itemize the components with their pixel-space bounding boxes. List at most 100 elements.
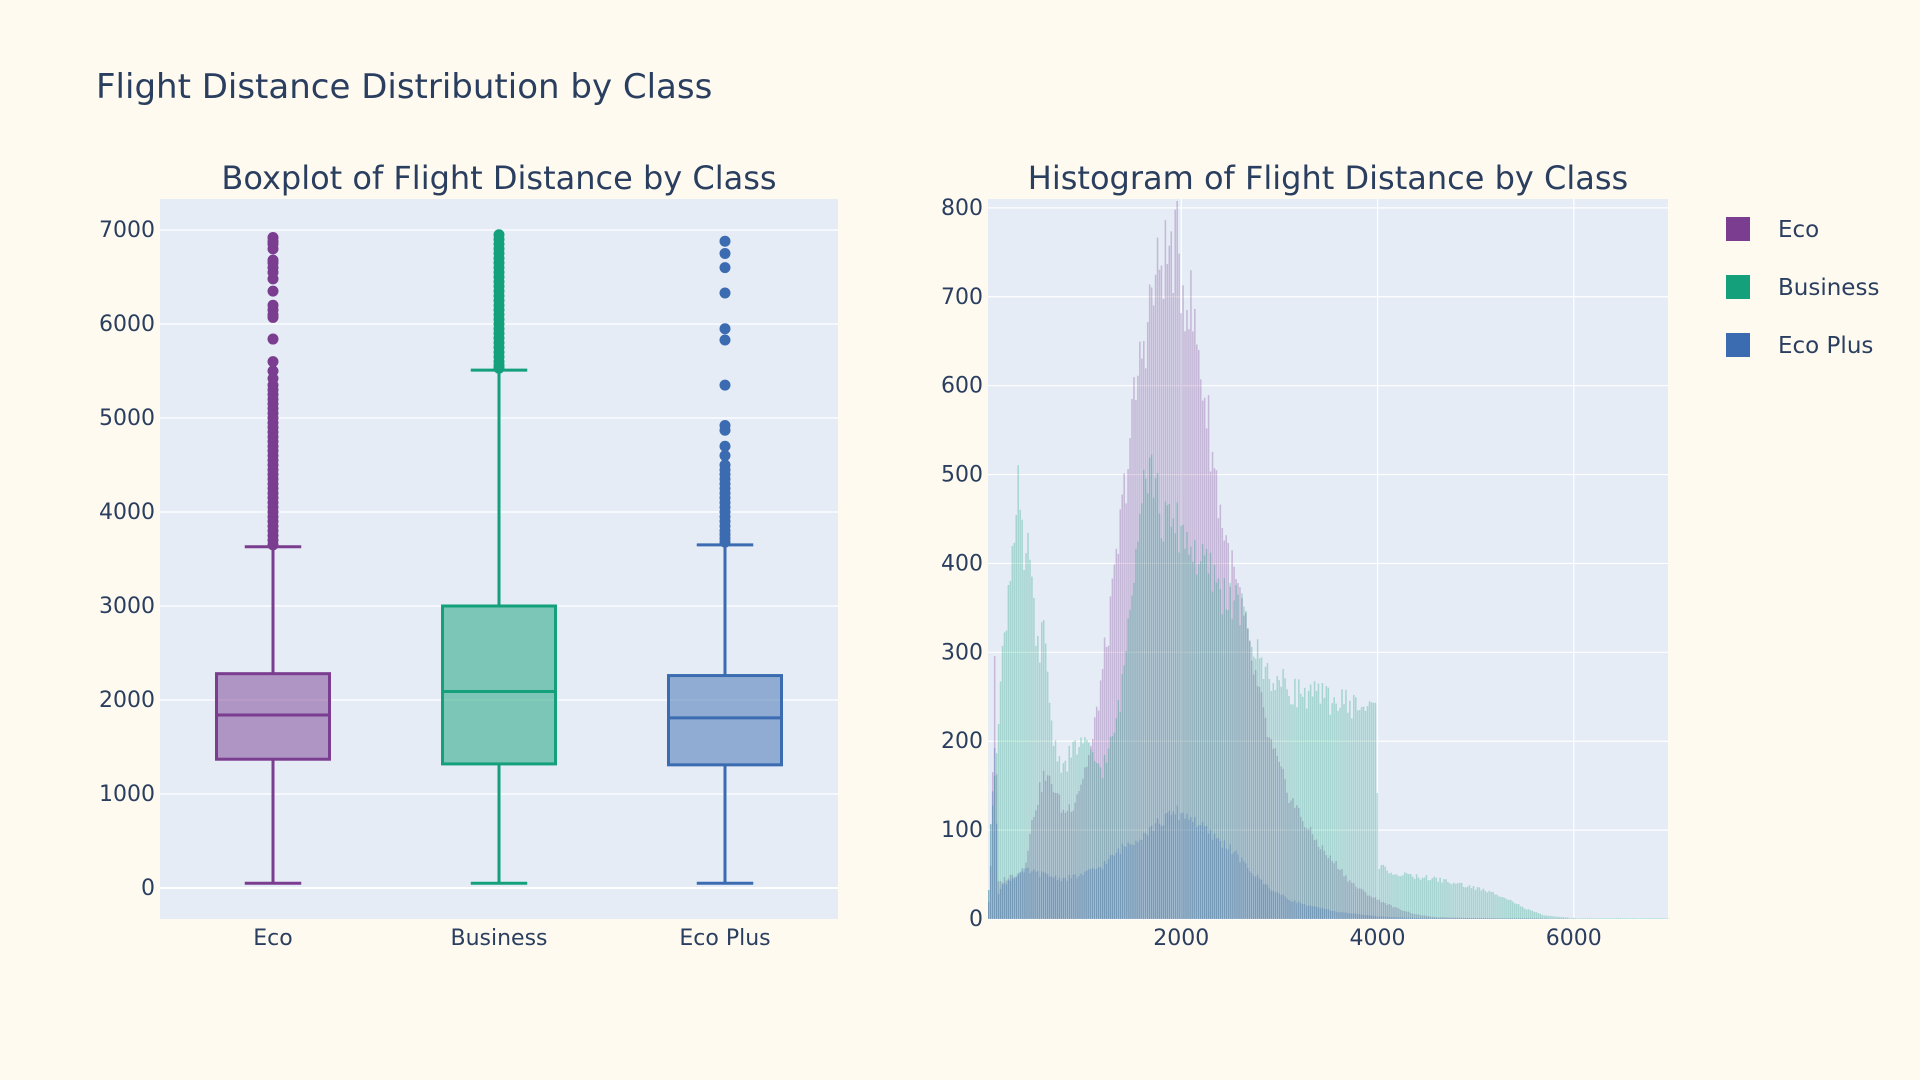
histogram-bar bbox=[1411, 913, 1414, 919]
histogram-bar bbox=[1519, 918, 1522, 919]
histogram-bar bbox=[1584, 918, 1587, 919]
histogram-bar bbox=[1513, 918, 1516, 919]
histogram-bar bbox=[1315, 839, 1318, 919]
histogram-bar bbox=[1158, 823, 1161, 919]
histogram-bar bbox=[1060, 812, 1063, 919]
histogram-bar bbox=[1056, 761, 1059, 919]
histogram-bar bbox=[1178, 819, 1180, 919]
histogram-bar bbox=[1478, 918, 1481, 919]
histogram-bar bbox=[1300, 903, 1302, 919]
histogram-bar bbox=[1278, 893, 1280, 919]
histogram-bar bbox=[1539, 913, 1541, 919]
histogram-bar bbox=[1023, 868, 1025, 919]
histogram-bar bbox=[1372, 702, 1375, 919]
histogram-bar bbox=[1572, 918, 1575, 919]
histogram-bar bbox=[1215, 582, 1218, 919]
histogram-bar bbox=[1360, 707, 1363, 919]
histogram-bar bbox=[1521, 918, 1524, 919]
histogram-bar bbox=[1250, 873, 1253, 919]
histogram-bar bbox=[1321, 845, 1324, 919]
histogram-bar bbox=[1160, 265, 1163, 919]
histogram-bar bbox=[1229, 844, 1231, 919]
histogram-bar bbox=[1460, 917, 1463, 919]
histogram-bar bbox=[1659, 918, 1661, 919]
histogram-bar bbox=[1437, 881, 1439, 919]
histogram-bar bbox=[1453, 917, 1455, 919]
histogram-bar bbox=[1264, 717, 1267, 919]
histogram-bar bbox=[1496, 918, 1498, 919]
histogram-bar bbox=[1235, 850, 1237, 919]
legend[interactable]: Eco Business Eco Plus bbox=[1726, 217, 1879, 359]
histogram-bar bbox=[1019, 871, 1021, 919]
histogram-bar bbox=[1233, 851, 1235, 919]
histogram-bar bbox=[1123, 846, 1125, 919]
histogram-bar bbox=[1423, 877, 1426, 919]
outlier-point bbox=[493, 229, 505, 241]
histogram-bar bbox=[1425, 918, 1428, 919]
histogram-bar bbox=[1201, 821, 1204, 919]
histogram-bar bbox=[1441, 882, 1443, 919]
histogram-bar bbox=[1131, 595, 1133, 919]
histogram-bar bbox=[1311, 696, 1314, 919]
histogram-bar bbox=[1451, 917, 1453, 919]
histogram-bar bbox=[1158, 513, 1161, 919]
histogram-bar bbox=[1580, 918, 1583, 919]
histogram-bar bbox=[1017, 874, 1019, 919]
histogram-bar bbox=[1511, 901, 1514, 919]
histogram-bar bbox=[1347, 881, 1349, 919]
histogram-bar bbox=[1421, 918, 1424, 919]
histogram-bar bbox=[1362, 890, 1365, 919]
histogram-bar bbox=[1227, 542, 1229, 919]
histogram-bar bbox=[1568, 917, 1571, 919]
histogram-bar bbox=[1472, 918, 1475, 919]
histogram-bar bbox=[1019, 509, 1021, 919]
histogram-bar bbox=[1409, 913, 1412, 919]
histogram-bar bbox=[1582, 918, 1585, 919]
histogram-bar bbox=[1413, 878, 1416, 919]
histogram-bar bbox=[1653, 918, 1655, 919]
histogram-bar bbox=[1274, 892, 1277, 919]
histogram-bar bbox=[1421, 877, 1424, 919]
histogram-bar bbox=[1298, 901, 1300, 919]
histogram-bar bbox=[1164, 220, 1167, 919]
histogram-bar bbox=[1305, 905, 1308, 919]
legend-swatch bbox=[1726, 217, 1750, 241]
histogram-bar bbox=[1058, 877, 1061, 919]
histogram-bar bbox=[1227, 849, 1229, 919]
histogram-bar bbox=[1019, 872, 1021, 919]
histogram-bar bbox=[1180, 525, 1182, 919]
histogram-bar bbox=[1021, 871, 1023, 919]
histogram-bar bbox=[1150, 287, 1153, 920]
histogram-bar bbox=[1661, 918, 1663, 919]
histogram-bar bbox=[1486, 892, 1489, 919]
histogram-bar bbox=[1466, 917, 1469, 919]
histogram-bar bbox=[1345, 689, 1347, 919]
histogram-bar bbox=[1133, 377, 1135, 919]
histogram-bar bbox=[1321, 683, 1324, 919]
histogram-bar bbox=[1374, 916, 1377, 919]
boxplot-boxes bbox=[215, 229, 783, 885]
histogram-bar bbox=[1641, 918, 1644, 919]
histogram-bar bbox=[1209, 829, 1212, 919]
histogram-bar bbox=[1337, 912, 1339, 919]
histogram-bar bbox=[1409, 873, 1412, 919]
histogram-bar bbox=[1205, 548, 1208, 919]
histogram-bar bbox=[1268, 737, 1271, 919]
histogram-bar bbox=[1317, 846, 1320, 919]
histogram-bar bbox=[1143, 469, 1145, 919]
histogram-bar bbox=[1194, 816, 1196, 919]
legend-item-eco-plus[interactable]: Eco Plus bbox=[1726, 333, 1873, 359]
histogram-bar bbox=[1040, 622, 1043, 919]
histogram-bar bbox=[1296, 707, 1298, 919]
histogram-bar bbox=[1449, 883, 1451, 919]
histogram-bar bbox=[1237, 582, 1239, 919]
histogram-bar bbox=[1447, 882, 1449, 919]
legend-item-eco[interactable]: Eco bbox=[1726, 217, 1819, 243]
histogram-bar bbox=[1657, 918, 1659, 919]
histogram-bar bbox=[1280, 766, 1282, 919]
histogram-bar bbox=[1270, 890, 1273, 919]
histogram-bar bbox=[1435, 917, 1437, 919]
histogram-bar bbox=[1635, 918, 1638, 919]
histogram-bar bbox=[1182, 812, 1184, 919]
legend-item-business[interactable]: Business bbox=[1726, 275, 1879, 301]
